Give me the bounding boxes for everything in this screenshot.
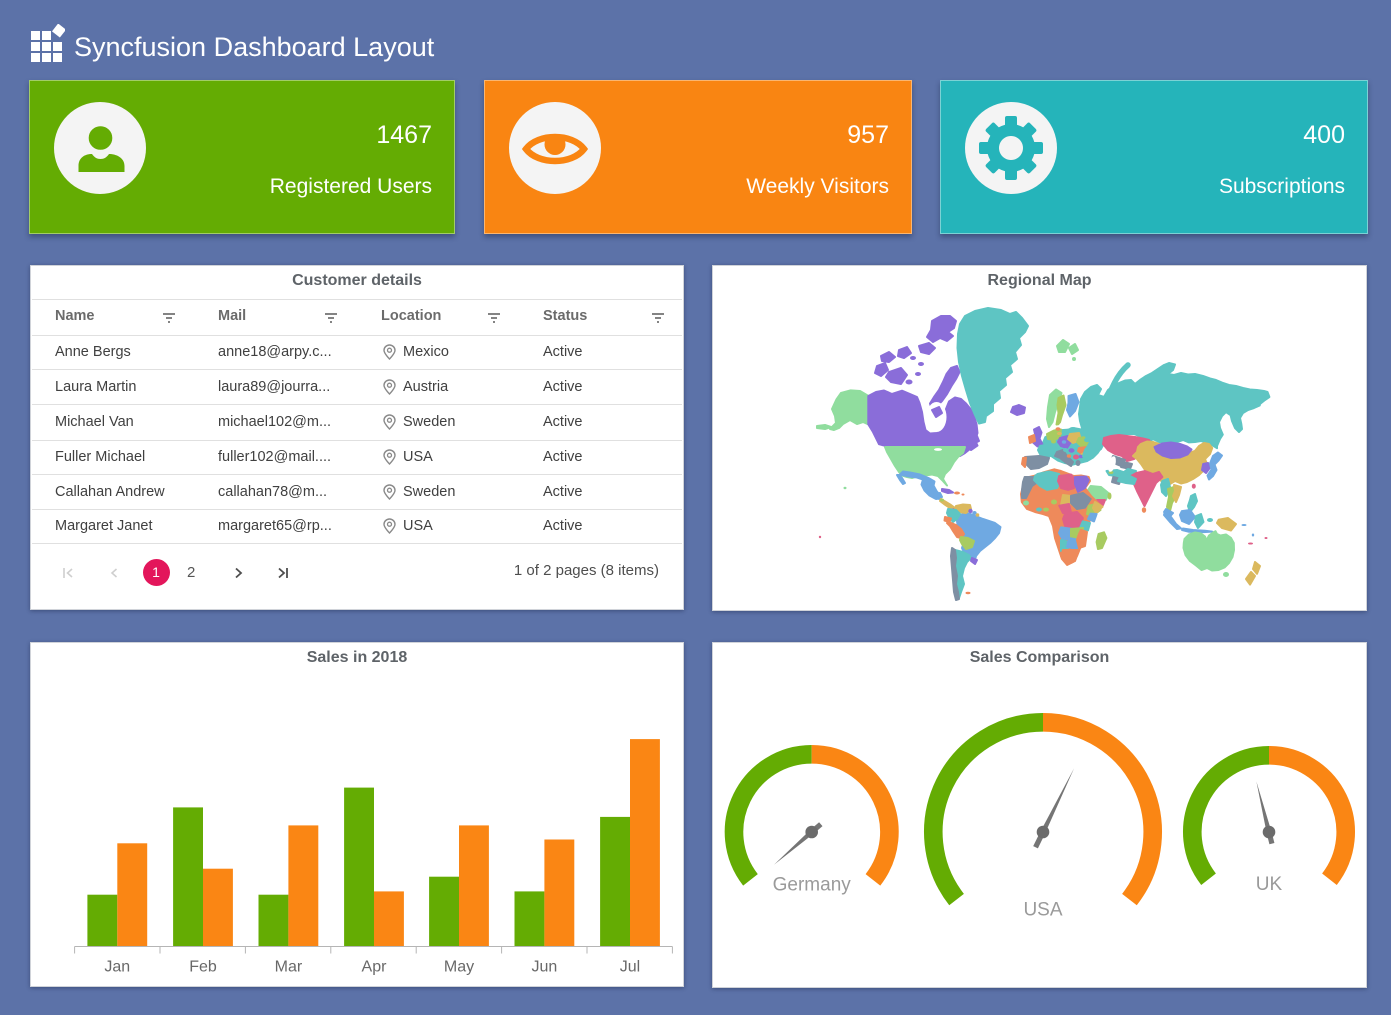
svg-text:Apr: Apr [362,959,388,976]
svg-text:USA: USA [1023,900,1062,921]
svg-text:Jun: Jun [532,959,558,976]
svg-text:Germany: Germany [773,875,852,896]
svg-text:Jul: Jul [620,959,640,976]
svg-text:Mar: Mar [275,959,303,976]
svg-text:Jan: Jan [104,959,130,976]
svg-text:May: May [444,959,474,976]
svg-text:UK: UK [1256,874,1283,895]
svg-text:Feb: Feb [189,959,217,976]
